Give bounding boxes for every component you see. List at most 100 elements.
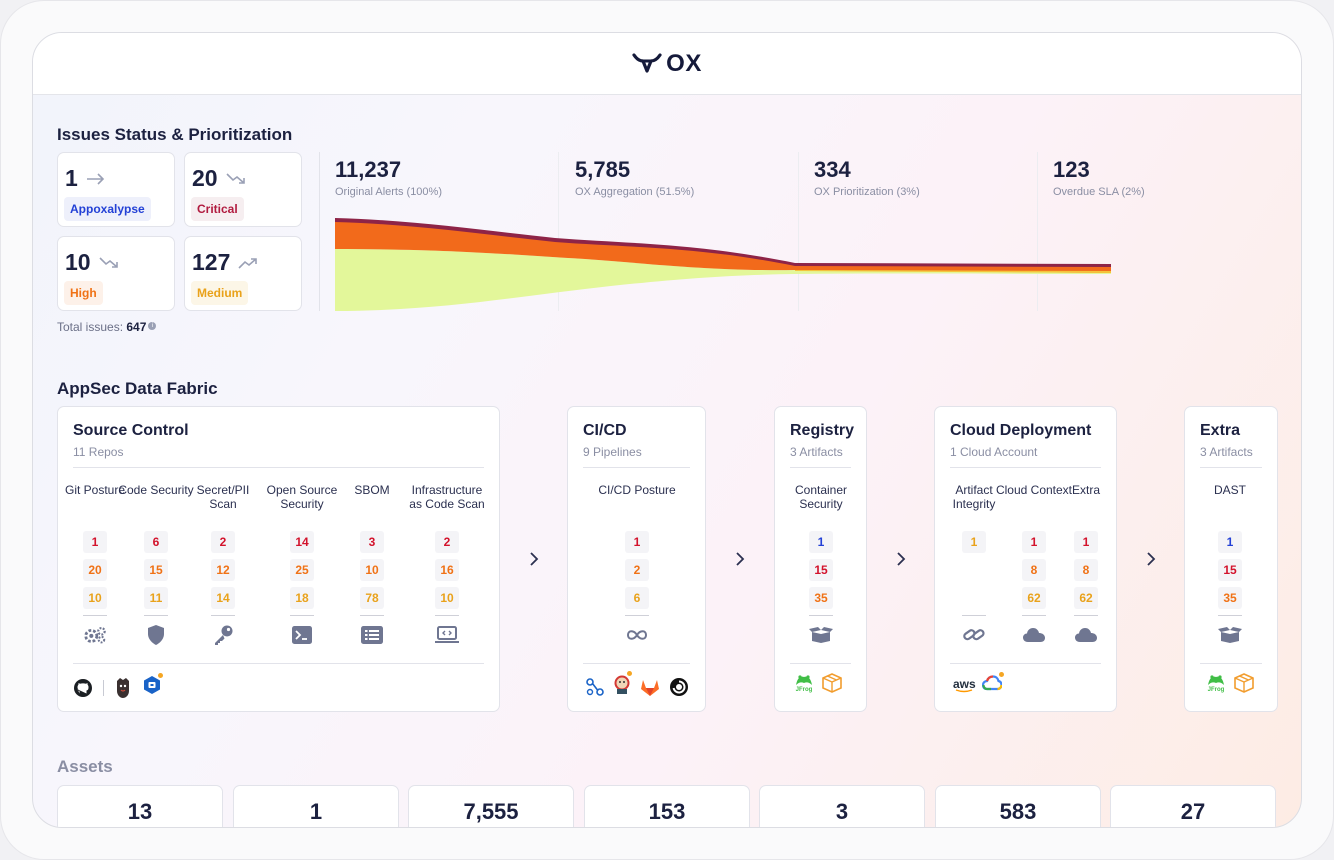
issue-card-appoxalypse[interactable]: 1 Appoxalypse (57, 152, 175, 227)
count-high[interactable]: 8 (1074, 559, 1098, 581)
card-subtitle: 3 Artifacts (1200, 445, 1253, 459)
count-critical[interactable]: 1 (83, 531, 107, 553)
jfrog-icon[interactable]: JFrog (794, 673, 814, 693)
count-medium[interactable]: 10 (83, 587, 107, 609)
count-high[interactable]: 2 (625, 559, 649, 581)
gitlab-icon[interactable] (639, 677, 661, 697)
count-critical[interactable]: 14 (290, 531, 314, 553)
asset-card[interactable]: 3 (759, 785, 925, 827)
column-cicd-posture[interactable]: CI/CD Posture 1 2 6 (597, 483, 677, 683)
count-high[interactable]: 35 (1218, 587, 1242, 609)
package-icon[interactable] (822, 673, 842, 693)
registry-card[interactable]: Registry 3 Artifacts Container Security … (774, 406, 867, 712)
column-secret-scan[interactable]: Secret/PII Scan 2 12 14 (183, 483, 263, 683)
count-critical[interactable]: 2 (211, 531, 235, 553)
column-artifact-integrity[interactable]: Artifact Integrity 1 (934, 483, 1014, 683)
count-high[interactable]: 35 (809, 587, 833, 609)
terminal-icon (290, 625, 314, 645)
column-sbom[interactable]: SBOM 3 10 78 (332, 483, 412, 683)
asset-card[interactable]: 583 (935, 785, 1101, 827)
asset-card[interactable]: 7,555 (408, 785, 574, 827)
column-container-security[interactable]: Container Security 1 15 35 (781, 483, 861, 683)
divider (360, 615, 384, 616)
funnel-stat-aggregation: 5,785 OX Aggregation (51.5%) (575, 157, 694, 198)
count-critical[interactable]: 3 (360, 531, 384, 553)
issue-count: 10 (65, 249, 91, 275)
column-code-security[interactable]: Code Security 6 15 11 (116, 483, 196, 683)
divider (435, 615, 459, 616)
azure-pipelines-icon[interactable] (585, 677, 605, 697)
cicd-card[interactable]: CI/CD 9 Pipelines CI/CD Posture 1 2 6 (567, 406, 706, 712)
package-icon[interactable] (1234, 673, 1254, 693)
source-control-card[interactable]: Source Control 11 Repos Git Posture 1 20… (57, 406, 500, 712)
jfrog-label: JFrog (795, 687, 813, 693)
count-medium[interactable]: 78 (360, 587, 384, 609)
count-critical[interactable]: 1 (1074, 531, 1098, 553)
key-icon (211, 625, 235, 645)
divider (319, 152, 320, 311)
column-git-posture[interactable]: Git Posture 1 20 10 (55, 483, 135, 683)
count-appoxalypse[interactable]: 1 (1218, 531, 1242, 553)
count-high[interactable]: 8 (1022, 559, 1046, 581)
issue-severity-badge: Critical (191, 197, 244, 221)
jfrog-label: JFrog (1207, 687, 1225, 693)
count-medium[interactable]: 62 (1074, 587, 1098, 609)
count-critical[interactable]: 2 (435, 531, 459, 553)
funnel-band-yellow (795, 270, 1111, 273)
count-critical[interactable]: 6 (144, 531, 168, 553)
count-critical[interactable]: 1 (1022, 531, 1046, 553)
column-label: Secret/PII Scan (196, 483, 250, 511)
circleci-icon[interactable] (669, 677, 689, 697)
link-icon (962, 625, 986, 645)
count-high[interactable]: 25 (290, 559, 314, 581)
count-high[interactable]: 20 (83, 559, 107, 581)
column-open-source-security[interactable]: Open Source Security 14 25 18 (262, 483, 342, 683)
jenkins-icon[interactable] (114, 677, 132, 699)
count-medium[interactable]: 62 (1022, 587, 1046, 609)
count-critical[interactable]: 15 (1218, 559, 1242, 581)
count-critical[interactable]: 1 (625, 531, 649, 553)
gcp-icon[interactable] (981, 672, 1004, 696)
count-medium[interactable]: 10 (435, 587, 459, 609)
extra-card[interactable]: Extra 3 Artifacts DAST 1 15 35 JFrog (1184, 406, 1278, 712)
divider (790, 467, 851, 468)
count-medium[interactable]: 6 (625, 587, 649, 609)
funnel-stat-original: 11,237 Original Alerts (100%) (335, 157, 442, 198)
issue-card-high[interactable]: 10 High (57, 236, 175, 311)
column-iac-scan[interactable]: Infrastructure as Code Scan 2 16 10 (407, 483, 487, 683)
count-high[interactable]: 12 (211, 559, 235, 581)
count-medium[interactable]: 18 (290, 587, 314, 609)
issue-card-medium[interactable]: 127 Medium (184, 236, 302, 311)
count-medium[interactable]: 14 (211, 587, 235, 609)
asset-card[interactable]: 1 (233, 785, 399, 827)
cloud-deployment-card[interactable]: Cloud Deployment 1 Cloud Account Artifac… (934, 406, 1117, 712)
asset-card[interactable]: 153 (584, 785, 750, 827)
ox-logo[interactable]: OX (632, 50, 702, 78)
divider (798, 152, 799, 311)
asset-card[interactable]: 13 (57, 785, 223, 827)
funnel-value: 123 (1053, 157, 1090, 182)
asset-card[interactable]: 27 (1110, 785, 1276, 827)
jfrog-icon[interactable]: JFrog (1206, 673, 1226, 693)
jenkins-icon[interactable] (613, 671, 632, 700)
count-medium[interactable]: 1 (962, 531, 986, 553)
github-icon[interactable] (73, 678, 93, 698)
column-cloud-context[interactable]: Cloud Context 1 8 62 (994, 483, 1074, 683)
count-appoxalypse[interactable]: 1 (809, 531, 833, 553)
asset-count: 583 (999, 799, 1037, 824)
divider (1022, 615, 1046, 616)
aws-icon[interactable]: aws (953, 678, 976, 693)
count-medium[interactable]: 11 (144, 587, 168, 609)
count-high[interactable]: 16 (435, 559, 459, 581)
column-dast[interactable]: DAST 1 15 35 (1190, 483, 1270, 683)
issue-card-critical[interactable]: 20 Critical (184, 152, 302, 227)
asset-count: 7,555 (463, 799, 519, 824)
source-control-tools (73, 673, 163, 700)
count-high[interactable]: 15 (144, 559, 168, 581)
azure-repos-icon[interactable] (142, 673, 163, 700)
column-extra[interactable]: Extra 1 8 62 (1046, 483, 1126, 683)
count-critical[interactable]: 15 (809, 559, 833, 581)
funnel-value: 11,237 (335, 157, 402, 182)
count-high[interactable]: 10 (360, 559, 384, 581)
info-icon[interactable]: i (148, 322, 157, 330)
